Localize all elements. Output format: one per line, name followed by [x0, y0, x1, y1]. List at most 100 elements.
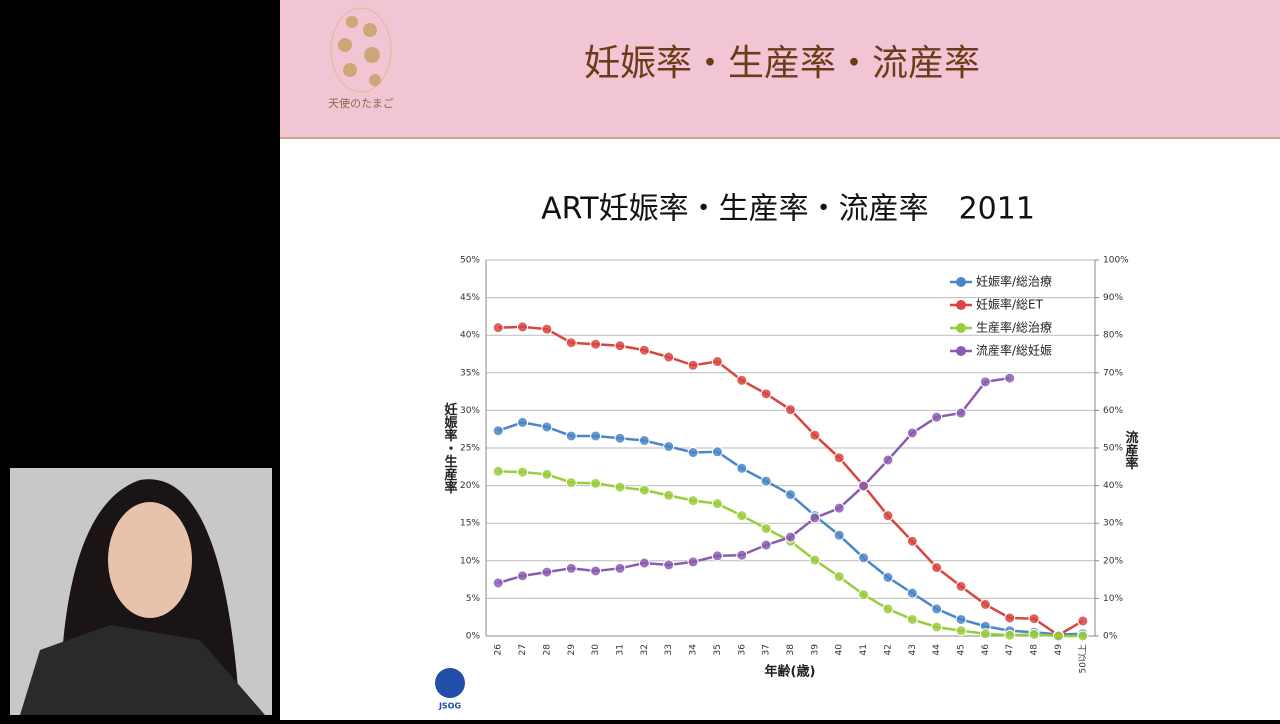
y2-tick-label: 60%	[1103, 406, 1123, 416]
x-tick-label: 39	[810, 644, 820, 656]
point	[711, 498, 723, 510]
point	[955, 580, 967, 592]
x-tick-label: 41	[859, 644, 869, 655]
point	[858, 589, 870, 601]
point	[882, 510, 894, 522]
x-tick-label: 44	[932, 644, 942, 656]
legend-marker	[956, 300, 966, 310]
y2-tick-label: 100%	[1103, 256, 1129, 266]
x-tick-label: 46	[981, 644, 991, 656]
point	[979, 628, 991, 640]
point	[590, 477, 602, 489]
y2-tick-label: 50%	[1103, 444, 1123, 454]
point	[931, 603, 943, 615]
jsog-emblem	[435, 668, 465, 698]
y2-tick-label: 0%	[1103, 632, 1118, 642]
x-tick-label: 42	[883, 644, 893, 655]
y-tick-label: 35%	[460, 368, 480, 378]
y2-axis-label: 流産率	[1123, 430, 1139, 471]
point	[541, 468, 553, 480]
legend-marker	[956, 346, 966, 356]
point	[638, 434, 650, 446]
legend-marker	[956, 323, 966, 333]
y-tick-label: 0%	[466, 632, 481, 642]
point	[590, 430, 602, 442]
point	[1052, 630, 1064, 642]
point	[809, 554, 821, 566]
legend-label: 流産率/総妊娠	[976, 343, 1052, 358]
y-tick-label: 30%	[460, 406, 480, 416]
x-tick-label: 29	[567, 644, 577, 656]
y-tick-label: 25%	[460, 444, 480, 454]
logo	[330, 7, 392, 93]
point	[979, 376, 991, 388]
point	[1077, 630, 1089, 642]
point	[541, 323, 553, 335]
y2-tick-label: 10%	[1103, 594, 1123, 604]
x-tick-label: 32	[640, 644, 650, 655]
point	[1028, 628, 1040, 640]
point	[736, 549, 748, 561]
point	[931, 411, 943, 423]
y-axis-label: 妊娠率・生産率	[442, 402, 458, 495]
series-line	[497, 376, 1010, 585]
point	[614, 562, 626, 574]
point	[663, 351, 675, 363]
legend-label: 妊娠率/総治療	[976, 274, 1052, 289]
point	[785, 404, 796, 416]
point	[931, 562, 943, 574]
x-tick-label: 27	[518, 644, 528, 655]
point	[517, 416, 529, 428]
logo-text: 天使のたまご	[328, 96, 394, 110]
point	[736, 374, 748, 386]
jacket	[20, 625, 265, 715]
y2-tick-label: 40%	[1103, 481, 1123, 491]
point	[517, 321, 529, 333]
point	[955, 625, 967, 637]
point	[833, 529, 845, 541]
y2-tick-label: 90%	[1103, 293, 1123, 303]
point	[614, 481, 626, 493]
point	[979, 598, 991, 610]
x-tick-label: 43	[908, 644, 918, 655]
point	[1004, 612, 1016, 624]
point	[541, 421, 553, 433]
x-tick-label: 28	[542, 644, 552, 656]
y2-tick-label: 30%	[1103, 519, 1123, 529]
logo-flower	[343, 63, 357, 77]
point	[736, 510, 748, 522]
point	[492, 465, 504, 477]
point	[931, 621, 943, 633]
point	[906, 587, 918, 599]
point	[785, 489, 796, 501]
point	[858, 480, 870, 492]
point	[760, 475, 772, 487]
face	[108, 502, 192, 618]
y2-tick-label: 70%	[1103, 368, 1123, 378]
point	[711, 356, 723, 368]
x-tick-label: 31	[615, 644, 625, 655]
x-tick-label: 40	[835, 644, 845, 656]
point	[760, 522, 772, 534]
legend-label: 生産率/総治療	[976, 320, 1052, 335]
point	[565, 477, 577, 489]
point	[687, 359, 699, 371]
point	[955, 613, 967, 625]
point	[1004, 629, 1016, 641]
slide-header	[280, 0, 1280, 137]
x-tick-label: 33	[664, 644, 674, 655]
logo-flower	[338, 38, 352, 52]
y2-tick-label: 80%	[1103, 331, 1123, 341]
header-title: 妊娠率・生産率・流産率	[584, 43, 980, 84]
point	[590, 565, 602, 577]
point	[833, 502, 845, 514]
point	[711, 446, 723, 458]
point	[1077, 615, 1089, 627]
point	[614, 432, 626, 444]
point	[492, 425, 504, 437]
point	[687, 447, 699, 459]
x-tick-label: 47	[1005, 644, 1015, 655]
point	[882, 454, 894, 466]
y-tick-label: 5%	[466, 594, 481, 604]
